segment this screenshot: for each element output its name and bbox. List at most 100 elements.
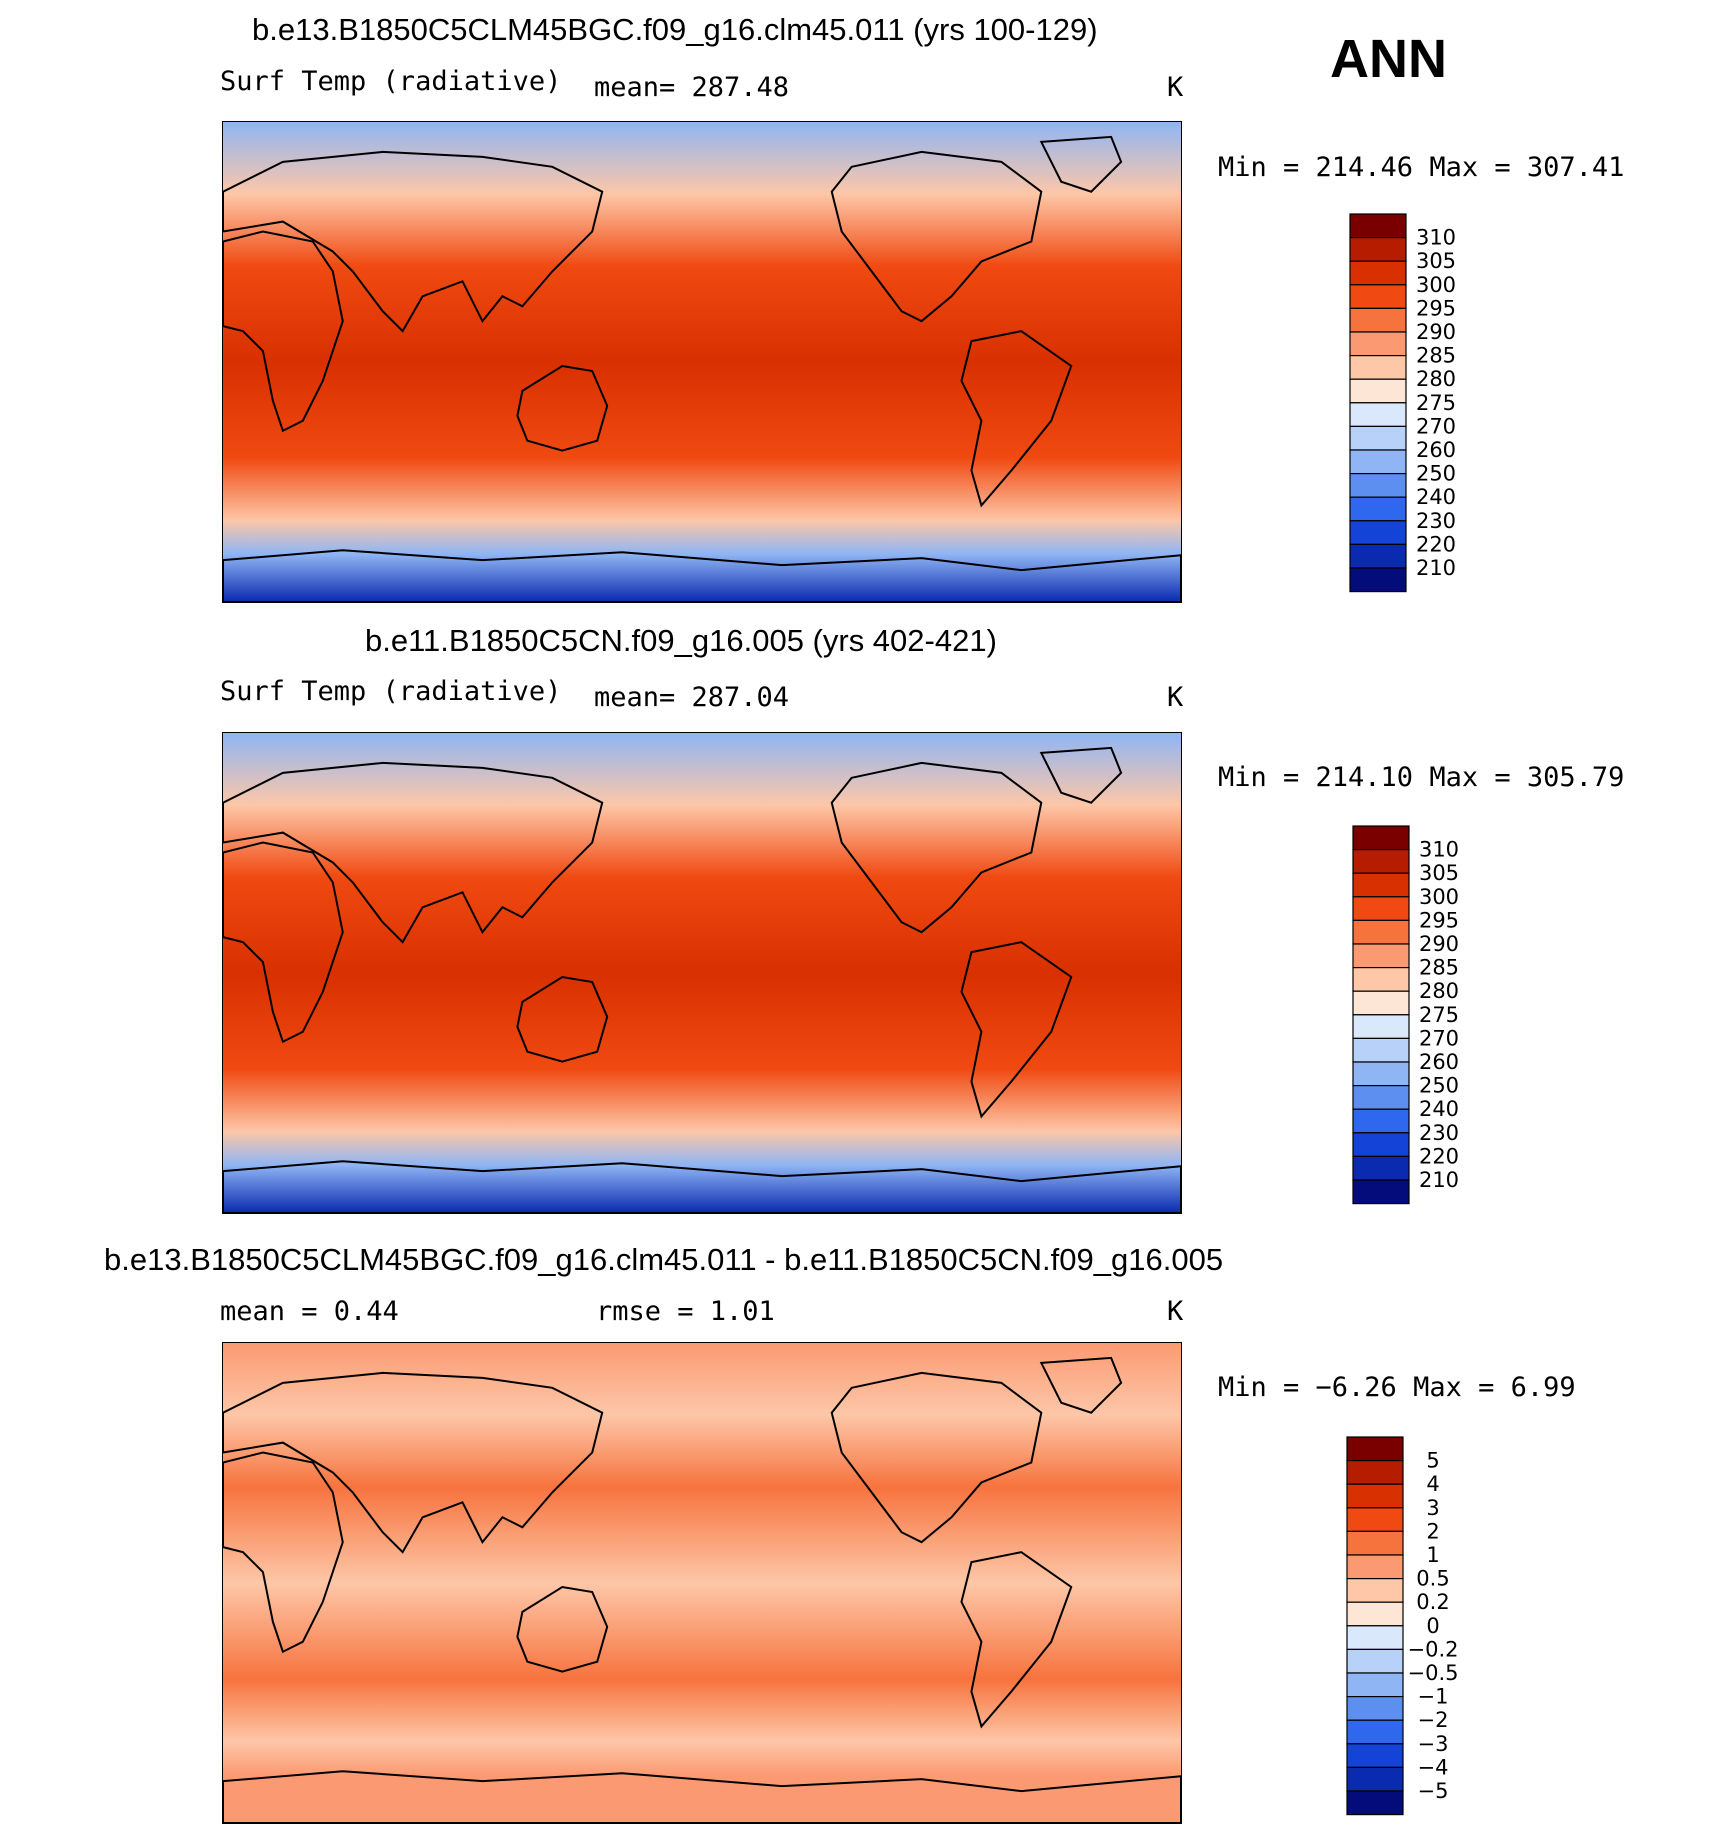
colorbar-tick-label: 290 — [1419, 932, 1459, 956]
coastline — [223, 549, 1181, 602]
units-label: K — [1167, 72, 1184, 103]
colorbar-tick-label: 275 — [1419, 1003, 1459, 1027]
colorbar-tick-label: 2 — [1426, 1519, 1439, 1543]
map-panel — [222, 732, 1182, 1214]
colorbar-box — [1349, 331, 1407, 357]
colorbar-tick-label: 210 — [1419, 1168, 1459, 1192]
mean-label: mean= 287.04 — [594, 682, 790, 713]
temperature-field — [223, 733, 1181, 1213]
colorbar-tick-label: −4 — [1418, 1755, 1449, 1779]
colorbar-tick-label: −2 — [1418, 1708, 1449, 1732]
colorbar-tick-label: −3 — [1418, 1732, 1449, 1756]
colorbar-tick-label: 250 — [1416, 462, 1456, 486]
season-label: ANN — [1330, 29, 1447, 89]
panel-title: b.e13.B1850C5CLM45BGC.f09_g16.clm45.011 … — [104, 1242, 1224, 1277]
contour-map — [223, 1343, 1181, 1823]
colorbar-box — [1352, 825, 1410, 851]
colorbar-box — [1349, 402, 1407, 428]
colorbar-tick-label: 220 — [1416, 532, 1456, 556]
colorbar-tick-label: 0.2 — [1416, 1590, 1449, 1614]
colorbar-tick-label: 300 — [1419, 885, 1459, 909]
rmse-label: rmse = 1.01 — [596, 1296, 775, 1327]
colorbar-box — [1346, 1530, 1404, 1556]
colorbar-tick-label: 0.5 — [1416, 1567, 1449, 1591]
colorbar-tick-label: 305 — [1416, 249, 1456, 273]
colorbar-box — [1352, 1037, 1410, 1063]
variable-label: Surf Temp (radiative) — [220, 66, 562, 97]
colorbar-tick-label: 310 — [1416, 226, 1456, 250]
min-max-label: Min = −6.26 Max = 6.99 — [1218, 1372, 1576, 1403]
colorbar-box — [1349, 449, 1407, 475]
colorbar-tick-label: 290 — [1416, 320, 1456, 344]
colorbar-tick-label: 280 — [1419, 979, 1459, 1003]
min-max-label: Min = 214.46 Max = 307.41 — [1218, 152, 1625, 183]
colorbar-box — [1352, 1108, 1410, 1134]
colorbar-box — [1346, 1648, 1404, 1674]
colorbar-tick-label: 285 — [1416, 344, 1456, 368]
colorbar-box — [1349, 496, 1407, 522]
coastline — [223, 1160, 1181, 1213]
colorbar-tick-label: 250 — [1419, 1074, 1459, 1098]
variable-label: Surf Temp (radiative) — [220, 676, 562, 707]
colorbar-tick-label: 295 — [1419, 908, 1459, 932]
colorbar-tick-label: −0.2 — [1408, 1637, 1459, 1661]
colorbar-box — [1352, 1155, 1410, 1181]
coastline — [223, 1770, 1181, 1823]
colorbar-box — [1349, 520, 1407, 545]
colorbar-box — [1346, 1743, 1404, 1768]
colorbar-box — [1346, 1436, 1404, 1462]
colorbar-box — [1352, 919, 1410, 945]
coastline — [223, 761, 604, 944]
colorbar-box — [1352, 990, 1410, 1016]
coastline — [1039, 746, 1123, 804]
coastline — [223, 1451, 344, 1654]
coastline — [223, 150, 604, 333]
colorbar-box — [1346, 1696, 1404, 1721]
colorbar-tick-label: 260 — [1419, 1050, 1459, 1074]
min-max-label: Min = 214.10 Max = 305.79 — [1218, 762, 1625, 793]
coastline — [960, 330, 1073, 508]
colorbar-tick-label: 270 — [1419, 1026, 1459, 1050]
colorbar-tick-label: 230 — [1416, 509, 1456, 533]
colorbar-tick-label: 260 — [1416, 438, 1456, 462]
colorbar-tick-label: 295 — [1416, 296, 1456, 320]
coastline — [830, 150, 1043, 323]
temperature-field — [223, 122, 1181, 602]
colorbar-box — [1346, 1554, 1404, 1580]
colorbar-box — [1349, 284, 1407, 310]
colorbar: 3103053002952902852802752702602502402302… — [1349, 213, 1456, 593]
colorbar-box — [1352, 872, 1410, 898]
contour-map — [223, 122, 1181, 602]
colorbar-box — [1349, 425, 1407, 451]
colorbar-box — [1346, 1460, 1404, 1485]
colorbar-box — [1349, 543, 1407, 569]
colorbar-box — [1352, 1132, 1410, 1157]
map-panel — [222, 1342, 1182, 1824]
colorbar-tick-label: 4 — [1426, 1472, 1439, 1496]
colorbar: 3103053002952902852802752702602502402302… — [1352, 825, 1459, 1205]
colorbar-box — [1346, 1625, 1404, 1651]
colorbar-box — [1352, 1061, 1410, 1087]
coastline — [830, 1371, 1043, 1544]
colorbar-tick-label: 1 — [1426, 1543, 1439, 1567]
colorbar-box — [1352, 943, 1410, 969]
units-label: K — [1167, 1296, 1184, 1327]
colorbar-tick-label: 220 — [1419, 1144, 1459, 1168]
colorbar-box — [1349, 473, 1407, 498]
colorbar-box — [1352, 1014, 1410, 1040]
coastline — [830, 761, 1043, 934]
coastline — [223, 1371, 604, 1554]
colorbar-box — [1349, 237, 1407, 262]
colorbar-tick-label: 270 — [1416, 414, 1456, 438]
colorbar-tick-label: 0 — [1426, 1614, 1439, 1638]
mean-label: mean= 287.48 — [594, 72, 790, 103]
colorbar-tick-label: 305 — [1419, 861, 1459, 885]
colorbar-tick-label: 210 — [1416, 556, 1456, 580]
coastline — [960, 1551, 1073, 1729]
coastline — [960, 941, 1073, 1119]
coastline — [1039, 135, 1123, 193]
colorbar-tick-label: 5 — [1426, 1449, 1439, 1473]
coastline — [516, 364, 609, 452]
colorbar-box — [1352, 896, 1410, 922]
